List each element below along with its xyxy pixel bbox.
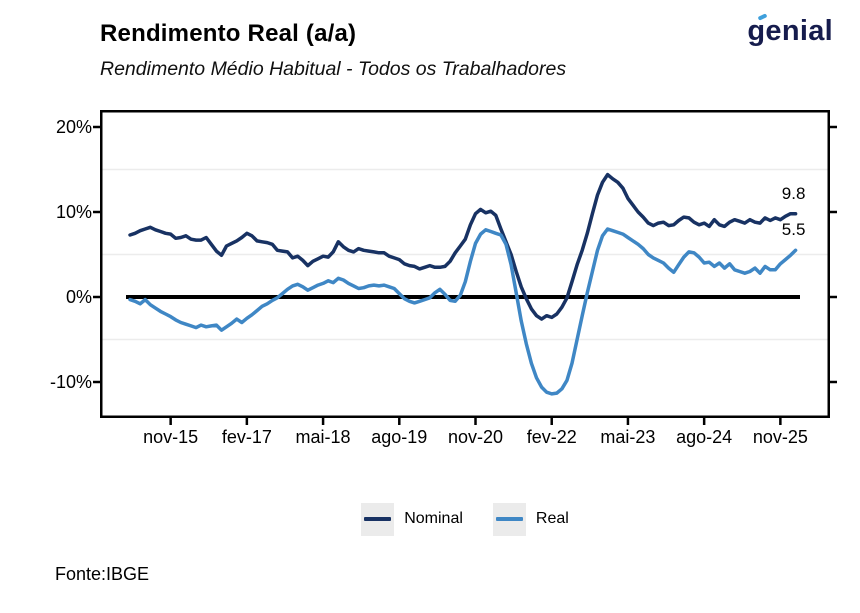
legend-label: Nominal [404, 510, 463, 527]
legend-item-nominal: Nominal [361, 502, 463, 536]
y-axis-label: 20% [55, 117, 92, 137]
plot-border [100, 110, 830, 418]
x-axis-label: fev-22 [526, 427, 577, 447]
end-value-label-nominal: 9.8 [781, 183, 806, 203]
x-axis-label: nov-15 [143, 427, 199, 447]
plot-area [93, 110, 837, 425]
x-axis-label: ago-19 [371, 427, 428, 447]
legend-key-line [495, 517, 523, 521]
genial-logo: genial [747, 13, 833, 48]
legend-label: Real [535, 510, 569, 527]
x-axis-label: nov-20 [447, 427, 504, 447]
y-axis-label: 10% [55, 202, 92, 222]
y-axis-label: 0% [65, 287, 92, 307]
x-axis-label: mai-23 [600, 427, 656, 447]
plot-svg [93, 110, 837, 425]
legend-item-real: Real [492, 502, 569, 536]
end-value-label-real: 5.5 [781, 220, 806, 240]
x-axis-label: ago-24 [676, 427, 733, 447]
logo-text: genial [747, 15, 833, 47]
legend-key-icon [361, 502, 395, 536]
source-note: Fonte:IBGE [55, 564, 150, 584]
legend-key-icon [492, 502, 526, 536]
y-axis-label: -10% [49, 372, 92, 392]
x-axis-label: fev-17 [221, 427, 272, 447]
legend: Nominal Real [100, 499, 830, 539]
series-line-real [128, 227, 798, 396]
chart-subtitle: Rendimento Médio Habitual - Todos os Tra… [100, 58, 567, 80]
x-axis-label: mai-18 [295, 427, 351, 447]
series-line-nominal [128, 172, 798, 321]
x-axis-label: nov-25 [752, 427, 808, 447]
legend-key-line [364, 517, 392, 521]
page-title: Rendimento Real (a/a) [100, 20, 357, 47]
